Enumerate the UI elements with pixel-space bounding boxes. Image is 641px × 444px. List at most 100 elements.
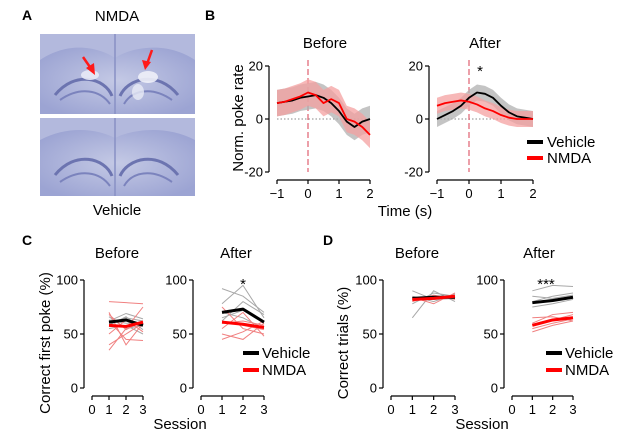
d-after-vehicle-individual-line [532,298,574,308]
d-after-ytick-label: 100 [476,273,498,288]
d-legend-vehicle: Vehicle [565,345,613,362]
vehicle-image-label: Vehicle [93,202,141,219]
c-before-nmda-individual-line [108,306,144,351]
c-before-title: Before [95,245,139,262]
d-after-nmda-individual-line [532,311,574,324]
d-ylabel: Correct trials (%) [335,287,352,400]
c-after-xtick-label: 0 [197,402,204,417]
c-after-ytick-label: 50 [173,327,187,342]
c-before-xtick-label: 0 [88,402,95,417]
d-after-vehicle-individual-line [532,284,574,292]
d-after-xtick-label: 3 [569,402,576,417]
d-significance-star: *** [537,276,555,293]
panel-a: NMDA Vehi [40,8,195,219]
c-after-vehicle-individual-line [221,284,265,319]
b-legend-nmda: NMDA [547,150,591,167]
d-after-vehicle-mean-line [532,295,574,305]
panel-letter-c: C [22,232,32,248]
d-before-xtick-label: 1 [409,402,416,417]
d-xlabel: Session [455,416,508,433]
b-before-xtick-label: 0 [304,186,311,201]
c-after-title: After [220,245,252,262]
b-before-ytick-label: -20 [244,165,263,180]
c-after-ytick-label: 100 [165,273,187,288]
b-after-xtick-label: 0 [465,186,472,201]
c-legend-nmda: NMDA [262,362,306,379]
c-legend: Vehicle NMDA [243,345,310,379]
d-before-ytick-label: 0 [370,381,377,396]
chart-b-before: 20 0 -20 −1 0 1 2 [244,59,373,202]
panel-letter-d: D [323,232,333,248]
d-before-ytick-label: 50 [363,327,377,342]
c-after-ytick-label: 0 [180,381,187,396]
d-after-ytick-label: 50 [484,327,498,342]
b-after-ytick-label: -20 [404,165,423,180]
b-after-xtick-label: 1 [497,186,504,201]
panel-letter-a: A [22,7,32,23]
b-before-ytick-label: 20 [249,59,263,74]
d-after-nmda-individual-line [532,320,574,333]
b-before-xtick-label: −1 [270,186,285,201]
c-before-ytick-label: 50 [64,327,78,342]
b-before-title: Before [303,35,347,52]
c-before-ytick-label: 100 [56,273,78,288]
c-after-xtick-label: 1 [218,402,225,417]
b-before-nmda-mean-line [276,91,371,136]
b-before-xtick-label: 1 [335,186,342,201]
d-before-xtick-label: 2 [430,402,437,417]
vehicle-brain-section [40,118,195,196]
b-after-ytick-label: 0 [416,112,423,127]
d-after-xtick-label: 1 [529,402,536,417]
b-before-vehicle-mean-line [276,94,371,128]
b-after-vehicle-mean-line [436,91,534,120]
nmda-lesion-arrow-left [81,56,95,75]
c-after-xtick-label: 3 [260,402,267,417]
c-before-nmda-individual-line [108,312,144,346]
panel-letter-b: B [205,7,215,23]
c-before-xtick-label: 1 [105,402,112,417]
c-after-nmda-individual-line [221,320,265,340]
d-after-nmda-mean-line [531,316,574,327]
chart-b-after: 20 0 -20 −1 0 1 2 [404,59,536,202]
c-after-xtick-label: 2 [239,402,246,417]
b-before-xtick-label: 2 [366,186,373,201]
d-after-title: After [523,245,555,262]
b-after-nmda-mean-line [436,99,533,120]
c-before-xtick-label: 3 [139,402,146,417]
d-after-nmda-individual-line [532,318,574,330]
c-before-xtick-label: 2 [122,402,129,417]
b-ylabel: Norm. poke rate [230,64,247,172]
b-legend: Vehicle NMDA [527,134,595,167]
c-significance-star: * [240,276,246,293]
c-before-vehicle-individual-line [108,312,144,322]
c-legend-vehicle: Vehicle [262,345,310,362]
d-after-xtick-label: 0 [508,402,515,417]
b-after-ytick-label: 20 [409,59,423,74]
b-before-ytick-label: 0 [256,112,263,127]
d-legend: Vehicle NMDA [546,345,613,379]
c-before-nmda-individual-line [108,322,144,346]
b-legend-vehicle: Vehicle [547,134,595,151]
c-after-vehicle-mean-line [221,307,265,324]
c-xlabel: Session [153,416,206,433]
nmda-brain-section [40,34,195,114]
nmda-image-label: NMDA [95,8,139,25]
d-legend-nmda: NMDA [565,362,609,379]
b-after-xtick-label: 2 [529,186,536,201]
b-xlabel: Time (s) [378,203,432,220]
c-before-ytick-label: 0 [71,381,78,396]
b-significance-star: * [477,63,483,80]
d-after-ytick-label: 0 [491,381,498,396]
d-before-xtick-label: 3 [451,402,458,417]
c-before-nmda-individual-line [108,301,144,305]
c-ylabel: Correct first poke (%) [37,272,54,414]
d-after-vehicle-individual-line [532,292,574,303]
b-after-xtick-label: −1 [430,186,445,201]
c-after-nmda-mean-line [221,320,265,330]
c-before-nmda-mean-line [108,320,144,328]
